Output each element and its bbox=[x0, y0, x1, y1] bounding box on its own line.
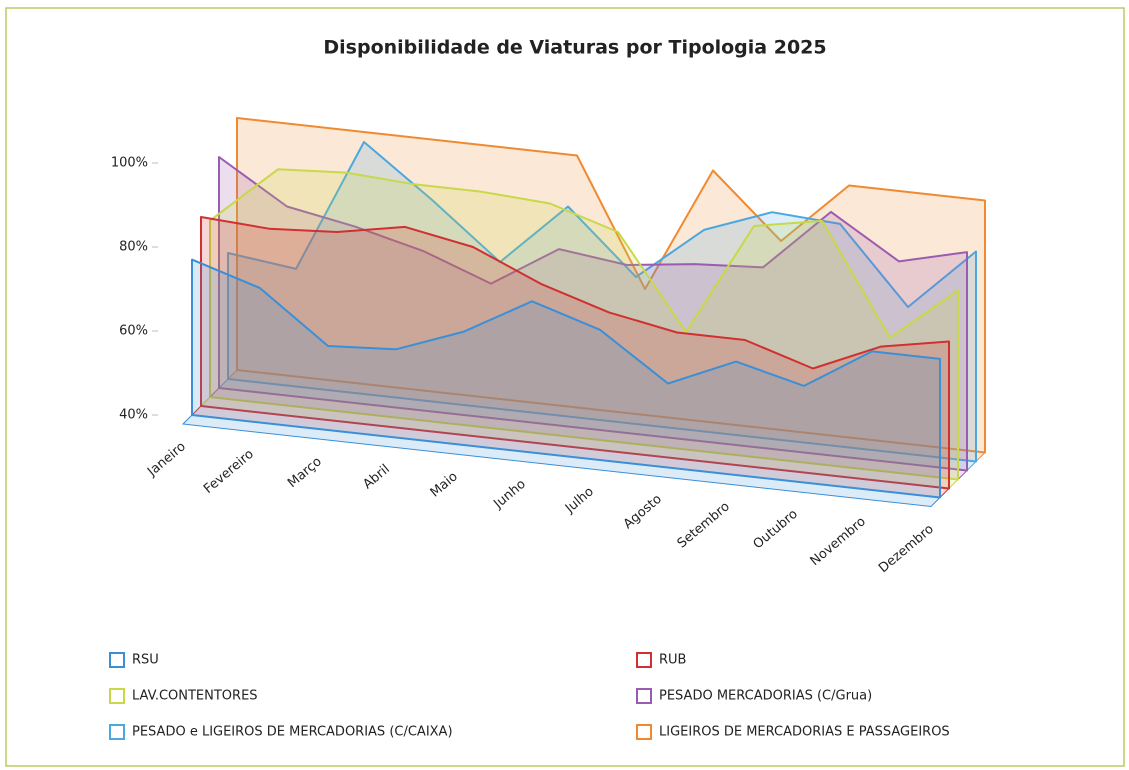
legend-label: PESADO MERCADORIAS (C/Grua) bbox=[659, 689, 872, 704]
x-tick-label: Junho bbox=[490, 477, 528, 513]
area bbox=[191, 258, 941, 499]
x-tick-label: Novembro bbox=[808, 514, 869, 569]
y-tick-label: 100% bbox=[111, 156, 148, 171]
x-tick-label: Março bbox=[285, 454, 325, 491]
legend-swatch bbox=[109, 688, 125, 704]
legend-swatch bbox=[636, 724, 652, 740]
area bbox=[209, 168, 959, 481]
legend-label: RSU bbox=[132, 653, 159, 668]
area bbox=[236, 117, 986, 454]
legend-swatch bbox=[109, 724, 125, 740]
legend-label: LAV.CONTENTORES bbox=[132, 689, 258, 704]
x-tick-label: Outubro bbox=[751, 507, 801, 553]
x-tick-label: Janeiro bbox=[144, 439, 189, 480]
x-tick-label: Setembro bbox=[675, 499, 733, 551]
frame bbox=[5, 7, 1125, 767]
chart-title: Disponibilidade de Viaturas por Tipologi… bbox=[323, 37, 826, 59]
legend-swatch bbox=[636, 688, 652, 704]
x-tick-label: Agosto bbox=[621, 492, 665, 532]
legend-label: RUB bbox=[659, 653, 686, 668]
y-tick-label: 60% bbox=[119, 324, 148, 339]
x-tick-label: Maio bbox=[428, 469, 461, 500]
y-tick-label: 80% bbox=[119, 240, 148, 255]
legend-label: PESADO e LIGEIROS DE MERCADORIAS (C/CAIX… bbox=[132, 725, 453, 740]
area bbox=[218, 156, 968, 472]
x-tick-label: Fevereiro bbox=[201, 447, 257, 497]
area bbox=[200, 216, 950, 490]
x-tick-label: Julho bbox=[562, 484, 597, 517]
y-tick-label: 40% bbox=[119, 408, 148, 423]
legend-swatch bbox=[636, 652, 652, 668]
area bbox=[227, 141, 977, 463]
legend-label: LIGEIROS DE MERCADORIAS E PASSAGEIROS bbox=[659, 725, 950, 740]
legend-swatch bbox=[109, 652, 125, 668]
x-tick-label: Abril bbox=[360, 462, 392, 493]
x-tick-label: Dezembro bbox=[876, 522, 937, 576]
